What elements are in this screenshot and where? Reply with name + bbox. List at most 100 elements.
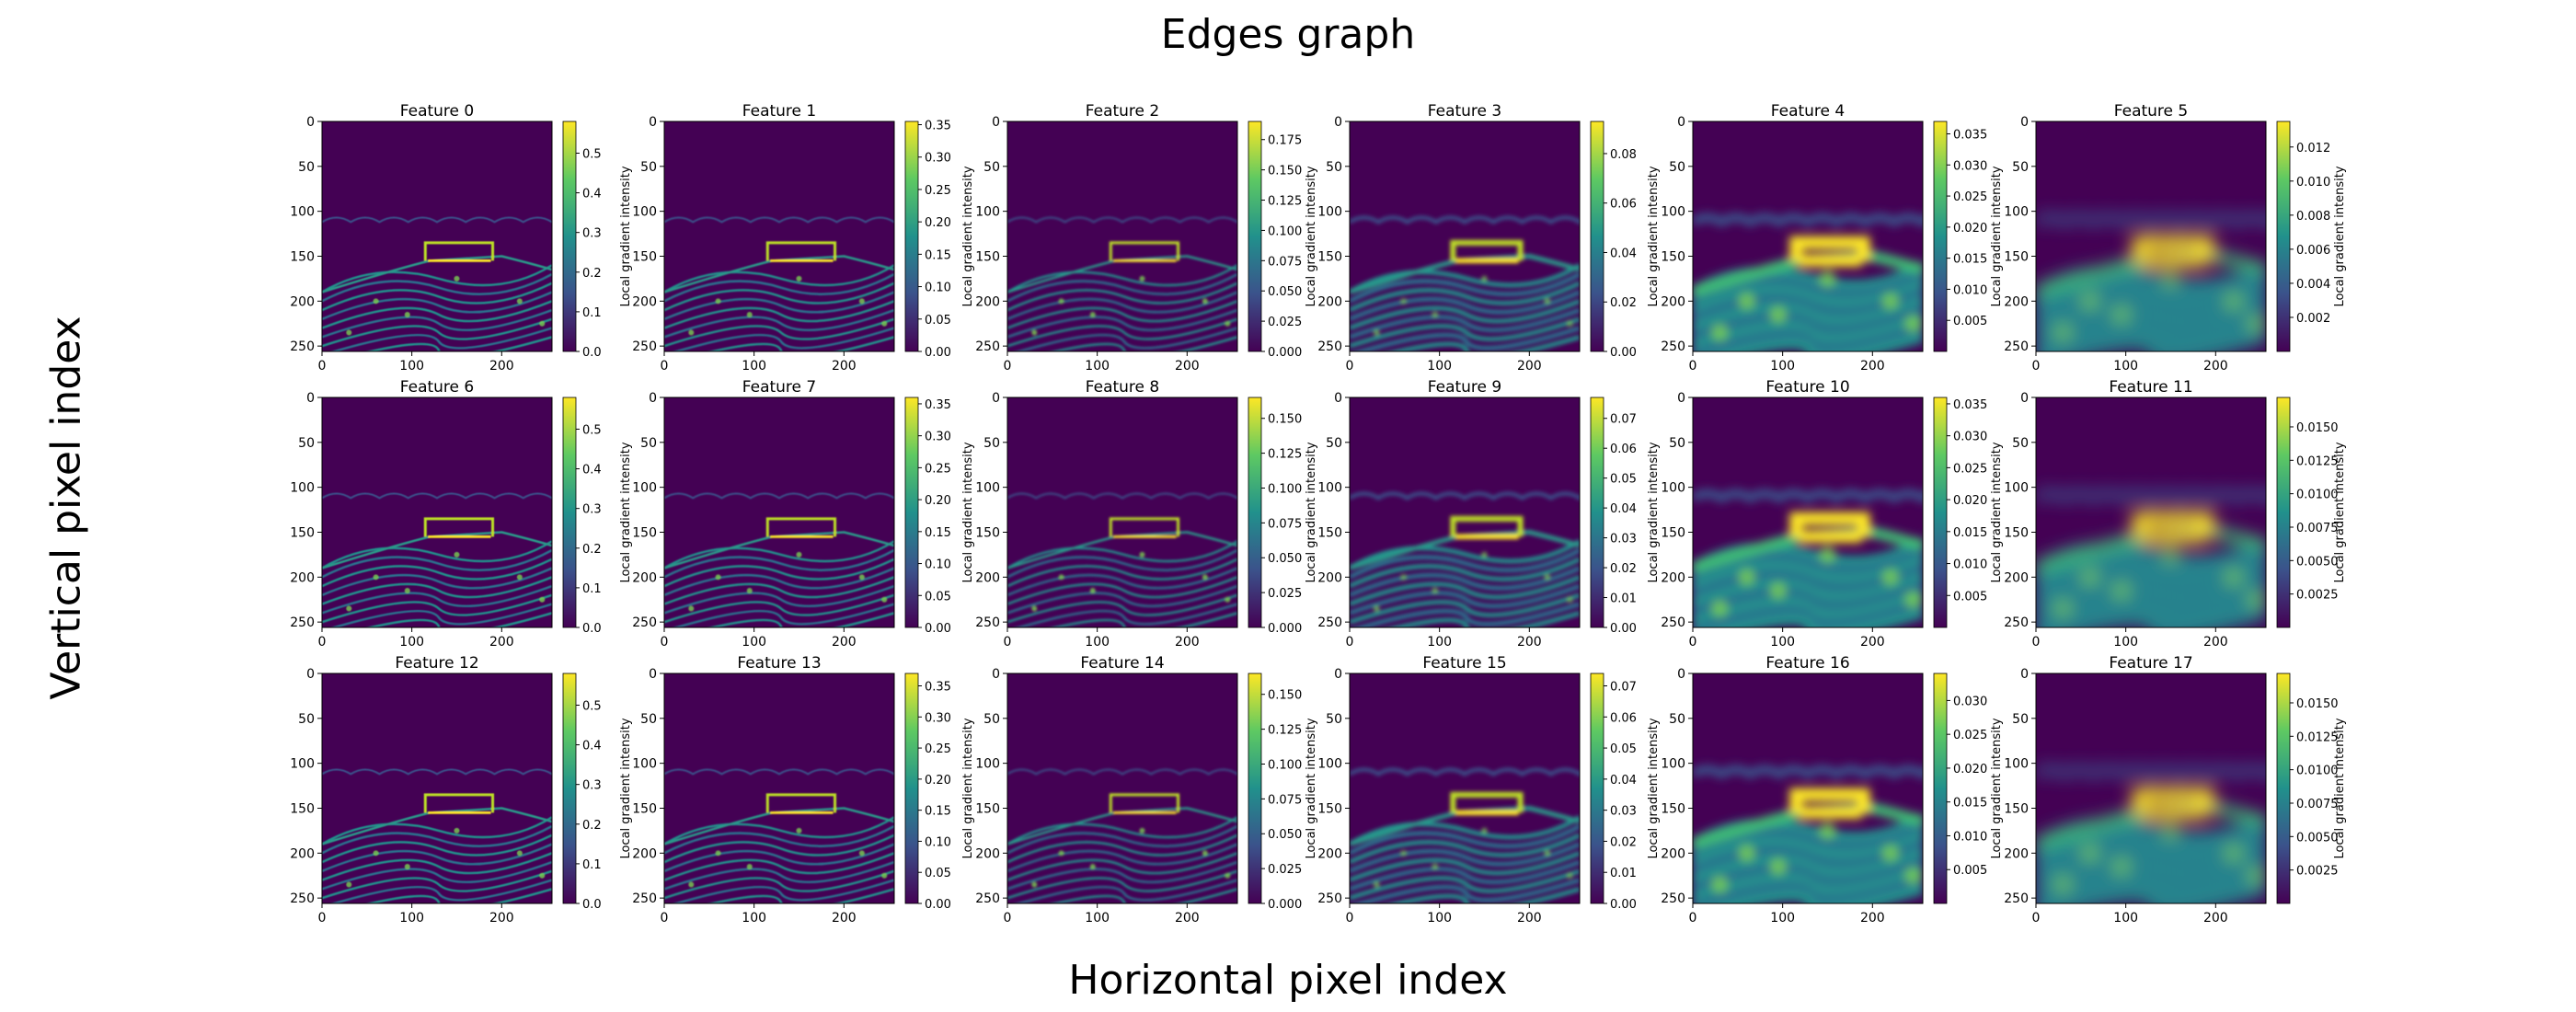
colorbar (1933, 397, 1948, 628)
hill-edge (1007, 807, 1237, 845)
ground-edge (322, 291, 552, 320)
y-tick-label: 150 (1317, 801, 1342, 816)
colorbar-tick-label: 0.006 (2296, 244, 2330, 258)
panel-9: Feature 9 0 50 100 150 200 250 0 100 200 0.00 0.01 0… (1317, 378, 1661, 650)
y-tick-label: 0 (1334, 667, 1342, 682)
ground-edge (1350, 263, 1580, 294)
ground-edge (2061, 607, 2266, 627)
y-tick-label: 50 (983, 436, 1000, 451)
y-tick-label: 200 (632, 294, 657, 309)
ground-edge (1350, 574, 1580, 606)
colorbar-tick-label: 0.010 (1953, 558, 1987, 572)
ground-edge (664, 558, 894, 588)
y-tick-label: 50 (1669, 436, 1685, 451)
ground-edge (329, 603, 552, 627)
heatmap-features (1350, 767, 1580, 903)
ground-edge (2036, 839, 2266, 877)
y-tick-label: 200 (1317, 846, 1342, 861)
x-tick-label: 200 (1860, 911, 1885, 926)
edge-spot (1881, 845, 1899, 862)
heatmap-features (1693, 213, 1923, 351)
ground-edge (1388, 886, 1580, 903)
edge-spot (404, 587, 410, 593)
edge-spot (1711, 600, 1729, 617)
edge-spot (796, 827, 802, 834)
panel-15: Feature 15 0 50 100 150 200 250 0 100 200 0.00 0.01… (1317, 654, 1661, 926)
ground-edge (1350, 281, 1580, 313)
y-tick-label: 150 (2004, 249, 2029, 264)
colorbar-tick-label: 0.025 (1268, 316, 1302, 329)
colorbar-tick-label: 0.25 (925, 184, 951, 198)
ground-edge (1350, 583, 1580, 615)
edge-spot (1481, 275, 1488, 282)
edge-spot (858, 850, 865, 857)
colorbar-tick-label: 0.04 (1610, 502, 1637, 516)
colorbar (1248, 673, 1262, 904)
y-tick-label: 200 (2004, 294, 2029, 309)
y-tick-label: 150 (632, 801, 657, 816)
y-tick-label: 50 (298, 712, 315, 727)
x-tick-label: 0 (318, 911, 327, 926)
y-tick-label: 200 (2004, 570, 2029, 585)
colorbar-tick-label: 0.025 (1268, 587, 1302, 601)
colorbar-label: Local gradient intensity (1647, 166, 1661, 306)
heatmap-features (2036, 489, 2266, 627)
x-tick-label: 0 (1689, 635, 1697, 650)
edge-spot (1400, 298, 1407, 305)
panel-title: Feature 8 (1086, 378, 1159, 397)
ground-edge (707, 888, 894, 903)
ground-edge (664, 834, 894, 864)
colorbar-tick-label: 0.0100 (2296, 765, 2339, 778)
edge-spot (746, 311, 753, 317)
colorbar-tick-label: 0.030 (1953, 695, 1987, 708)
ground-edge (664, 843, 894, 872)
edge-spot (688, 605, 695, 612)
castle-edge (1450, 515, 1524, 537)
colorbar-tick-label: 0.000 (1268, 346, 1302, 360)
edge-spot (1738, 293, 1755, 310)
y-tick-label: 50 (1326, 160, 1342, 175)
edge-spot (1432, 587, 1438, 593)
panel-8: Feature 8 0 50 100 150 200 250 0 100 200 0.000 0.02… (975, 378, 1318, 650)
heatmap-features (2036, 765, 2266, 903)
edge-spot (746, 863, 753, 869)
colorbar-tick-label: 0.30 (925, 152, 951, 166)
colorbar-tick-label: 0.004 (2296, 278, 2330, 292)
ground-edge (329, 327, 552, 351)
ground-edge (1350, 539, 1580, 570)
colorbar-tick-label: 0.30 (925, 711, 951, 725)
ground-edge (322, 843, 552, 872)
ground-edge (2036, 322, 2266, 351)
edge-spot (1769, 305, 1787, 323)
edge-spot (1481, 827, 1488, 834)
edge-spot (2112, 581, 2130, 599)
hill-edge (1693, 250, 1923, 298)
ground-edge (707, 336, 894, 351)
colorbar-tick-label: 0.10 (925, 282, 951, 295)
y-tick-label: 0 (992, 391, 1000, 406)
ground-edge (322, 548, 552, 579)
y-tick-label: 100 (1317, 481, 1342, 496)
colorbar-label: Local gradient intensity (1305, 442, 1318, 582)
colorbar-tick-label: 0.015 (1953, 797, 1987, 811)
y-tick-label: 0 (2020, 115, 2029, 130)
ground-edge (1350, 823, 1580, 856)
y-tick-label: 150 (1317, 525, 1342, 540)
colorbar (562, 673, 577, 904)
edge-spot (1432, 863, 1438, 869)
x-tick-label: 0 (661, 911, 669, 926)
colorbar-tick-label: 0.075 (1268, 517, 1302, 531)
colorbar-tick-label: 0.00 (1610, 898, 1637, 912)
y-tick-label: 50 (640, 436, 657, 451)
edge-spot (1031, 605, 1038, 612)
ground-edge (322, 308, 552, 339)
ground-edge (1693, 545, 1923, 582)
colorbar-tick-label: 0.00 (925, 622, 951, 636)
y-tick-label: 150 (2004, 525, 2029, 540)
y-tick-label: 50 (1669, 712, 1685, 727)
heatmap-features (1007, 492, 1237, 627)
y-tick-label: 0 (1334, 115, 1342, 130)
colorbar-tick-label: 0.20 (925, 216, 951, 230)
ground-edge (1007, 300, 1237, 329)
ground-edge (1007, 824, 1237, 855)
